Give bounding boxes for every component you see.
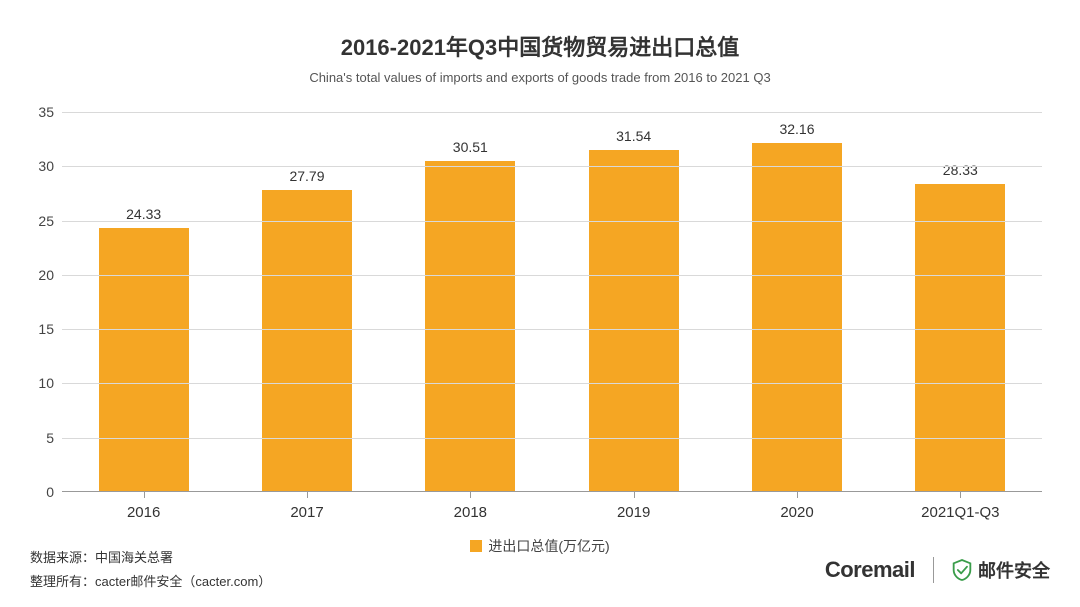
bar-value-label: 28.33 bbox=[915, 162, 1005, 178]
bar-group: 32.16 bbox=[752, 143, 842, 492]
x-tick-label: 2019 bbox=[617, 504, 650, 521]
y-tick-label: 35 bbox=[28, 104, 54, 120]
gridline bbox=[62, 166, 1042, 167]
gridline bbox=[62, 383, 1042, 384]
bar-group: 24.33 bbox=[99, 228, 189, 492]
bar bbox=[915, 184, 1005, 492]
bar-group: 28.33 bbox=[915, 184, 1005, 492]
y-tick-label: 30 bbox=[28, 158, 54, 174]
source-value: 中国海关总署 bbox=[95, 550, 173, 565]
x-tick bbox=[960, 492, 961, 498]
bar-value-label: 32.16 bbox=[752, 121, 842, 137]
gridline bbox=[62, 438, 1042, 439]
legend-label: 进出口总值(万亿元) bbox=[488, 538, 609, 554]
y-tick-label: 5 bbox=[28, 430, 54, 446]
y-tick-label: 20 bbox=[28, 267, 54, 283]
x-tick-label: 2017 bbox=[290, 504, 323, 521]
brand-coremail: Coremail bbox=[825, 557, 915, 583]
bar bbox=[262, 190, 352, 492]
x-tick-label: 2018 bbox=[454, 504, 487, 521]
x-tick bbox=[144, 492, 145, 498]
bar-value-label: 31.54 bbox=[589, 128, 679, 144]
chart-container: 2016-2021年Q3中国货物贸易进出口总值 China's total va… bbox=[0, 0, 1080, 607]
y-tick-label: 25 bbox=[28, 213, 54, 229]
chart-subtitle: China's total values of imports and expo… bbox=[30, 70, 1050, 85]
bar-value-label: 30.51 bbox=[425, 139, 515, 155]
y-tick-label: 0 bbox=[28, 484, 54, 500]
x-tick bbox=[307, 492, 308, 498]
gridline bbox=[62, 221, 1042, 222]
gridline bbox=[62, 275, 1042, 276]
bar-group: 27.79 bbox=[262, 190, 352, 492]
bar bbox=[99, 228, 189, 492]
bar-group: 30.51 bbox=[425, 161, 515, 492]
bar-value-label: 24.33 bbox=[99, 206, 189, 222]
source-label: 数据来源： bbox=[30, 550, 95, 565]
shield-icon bbox=[952, 559, 972, 581]
x-axis bbox=[62, 491, 1042, 492]
x-tick-label: 2016 bbox=[127, 504, 160, 521]
y-tick-label: 15 bbox=[28, 321, 54, 337]
compiler-value: cacter邮件安全（cacter.com） bbox=[95, 574, 271, 589]
x-tick-label: 2020 bbox=[780, 504, 813, 521]
bar-group: 31.54 bbox=[589, 150, 679, 492]
bar bbox=[425, 161, 515, 492]
x-tick bbox=[634, 492, 635, 498]
chart-title: 2016-2021年Q3中国货物贸易进出口总值 bbox=[30, 30, 1050, 62]
gridline bbox=[62, 329, 1042, 330]
x-tick bbox=[470, 492, 471, 498]
compiler-line: 整理所有：cacter邮件安全（cacter.com） bbox=[30, 570, 271, 593]
y-tick-label: 10 bbox=[28, 375, 54, 391]
brand-row: Coremail 邮件安全 bbox=[825, 557, 1050, 583]
chart-area: 24.3327.7930.5131.5432.1628.33 051015202… bbox=[62, 112, 1042, 492]
source-line: 数据来源：中国海关总署 bbox=[30, 546, 271, 569]
brand-mailsec-text: 邮件安全 bbox=[978, 557, 1050, 583]
bars-layer: 24.33 27.79 30.51 31.54 32.16 28.33 bbox=[62, 112, 1042, 492]
bar bbox=[752, 143, 842, 492]
legend-swatch bbox=[470, 540, 482, 552]
footer-notes: 数据来源：中国海关总署 整理所有：cacter邮件安全（cacter.com） bbox=[30, 546, 271, 593]
gridline bbox=[62, 112, 1042, 113]
compiler-label: 整理所有： bbox=[30, 574, 95, 589]
brand-divider bbox=[933, 557, 934, 583]
x-tick bbox=[797, 492, 798, 498]
x-tick-label: 2021Q1-Q3 bbox=[921, 504, 999, 521]
bar bbox=[589, 150, 679, 492]
bar-value-label: 27.79 bbox=[262, 168, 352, 184]
brand-mailsec: 邮件安全 bbox=[952, 557, 1050, 583]
